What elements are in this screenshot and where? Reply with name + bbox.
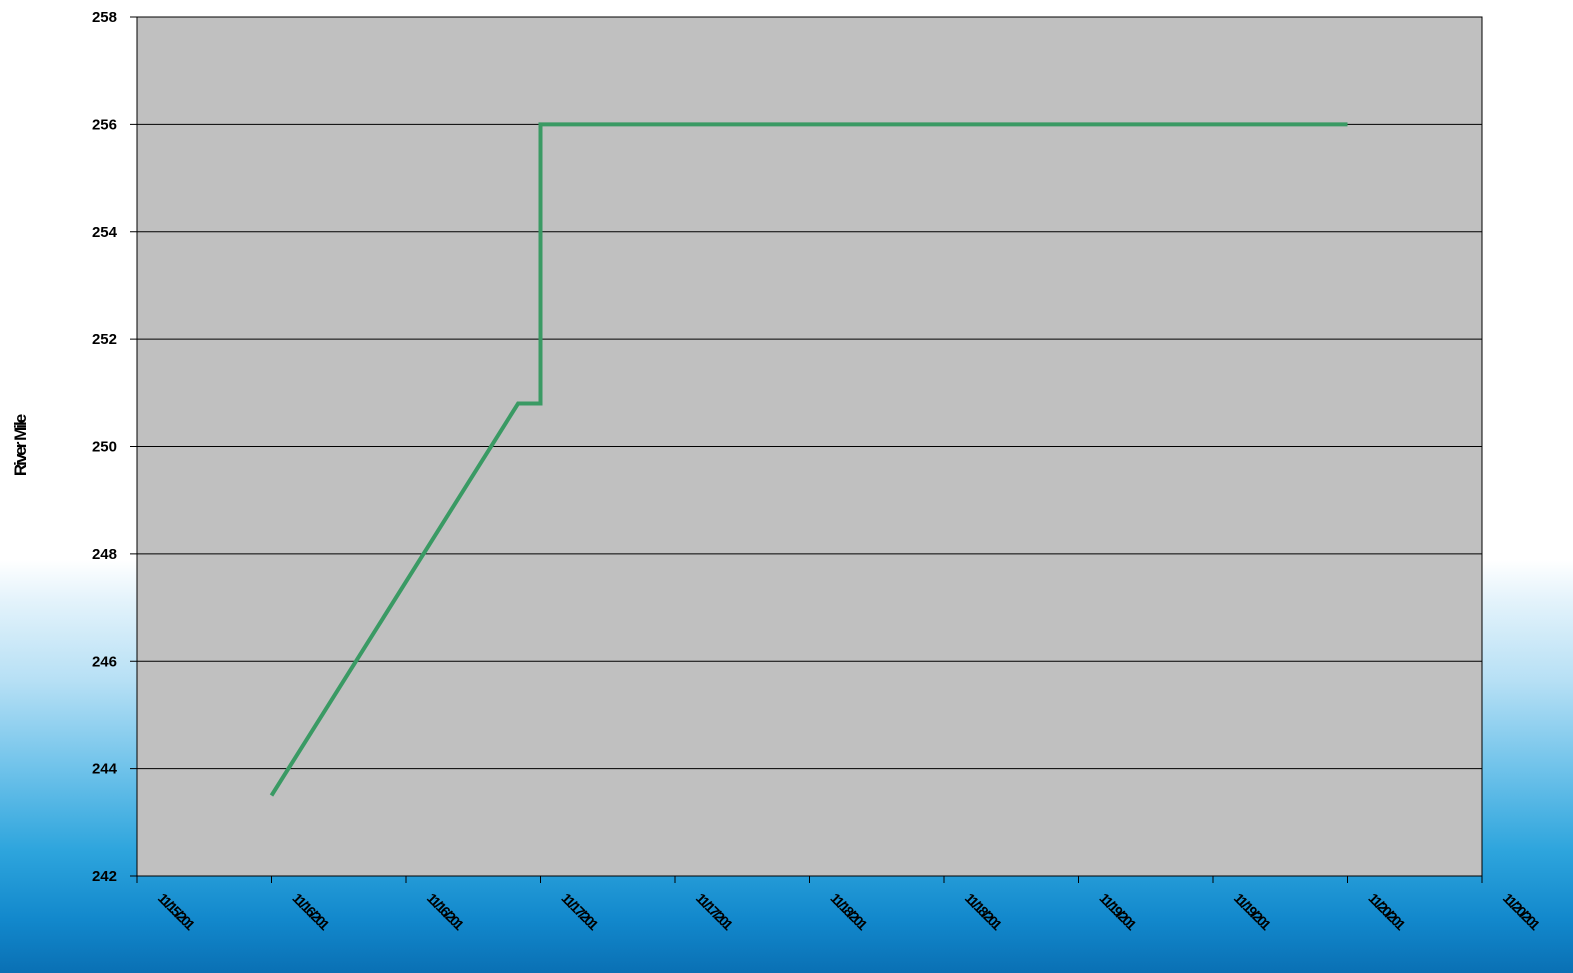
y-tick-label: 246 <box>92 653 117 670</box>
x-tick-label: 11/16/201 <box>424 890 468 934</box>
x-tick-label: 11/16/201 <box>289 890 333 934</box>
x-axis-ticks <box>136 876 1483 883</box>
y-tick-label: 248 <box>92 546 117 563</box>
x-tick-label: 11/20/201 <box>1500 890 1544 934</box>
series-group <box>269 122 1348 797</box>
series-line <box>269 122 1348 797</box>
y-axis-label: River Mile <box>11 414 30 476</box>
y-tick-label: 254 <box>92 224 118 241</box>
x-tick-label: 11/18/201 <box>962 890 1006 934</box>
x-tick-label: 11/18/201 <box>827 890 871 934</box>
y-tick-label: 250 <box>92 439 117 456</box>
y-tick-label: 258 <box>92 9 117 26</box>
y-tick-label: 242 <box>92 868 117 885</box>
x-tick-label: 11/17/201 <box>693 890 737 934</box>
x-tick-label: 11/17/201 <box>558 890 602 934</box>
y-axis-tick-labels: 242 244 246 248 250 252 254 256 258 <box>92 9 118 885</box>
x-tick-label: 11/20/201 <box>1365 890 1409 934</box>
x-tick-label: 11/19/201 <box>1096 890 1140 934</box>
y-tick-label: 244 <box>92 761 118 778</box>
y-tick-label: 256 <box>92 116 117 133</box>
x-tick-label: 11/19/201 <box>1231 890 1275 934</box>
x-tick-label: 11/15/201 <box>155 890 199 934</box>
x-axis-tick-labels: 11/15/201 11/16/201 11/16/201 11/17/201 11/1… <box>155 890 1544 934</box>
y-tick-label: 252 <box>92 331 117 348</box>
